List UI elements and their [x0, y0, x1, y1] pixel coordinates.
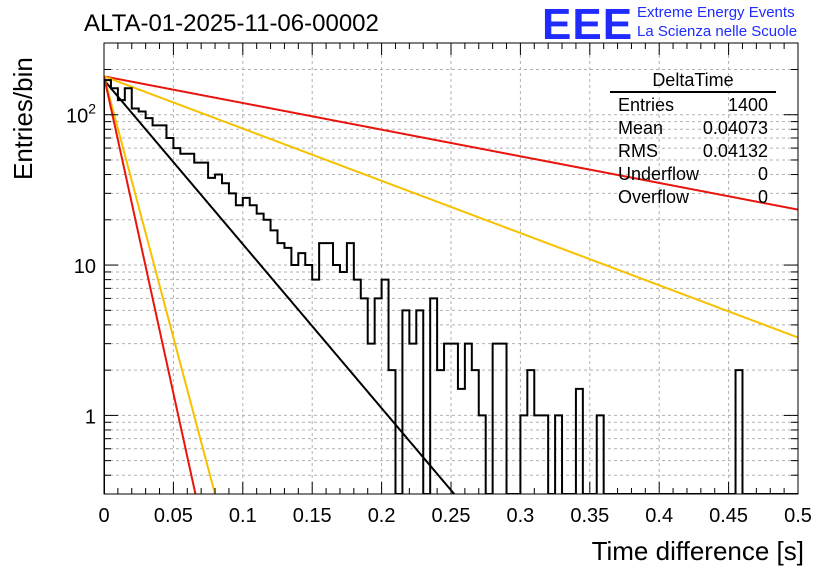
plot-title: ALTA-01-2025-11-06-00002 — [84, 10, 379, 37]
stats-label: RMS — [618, 141, 658, 161]
x-tick-label: 0.3 — [506, 505, 534, 527]
stats-row: Mean 0.04073 — [610, 117, 776, 140]
y-tick-label: 102 — [66, 101, 96, 128]
fit-black-curve — [104, 79, 456, 494]
x-axis-label: Time difference [s] — [591, 536, 804, 566]
stats-row: Entries 1400 — [610, 94, 776, 117]
fit-orange-slow-curve — [104, 75, 798, 339]
x-tick-label: 0.25 — [432, 505, 471, 527]
y-axis-label: Entries/bin — [8, 57, 38, 180]
stats-row: RMS 0.04132 — [610, 140, 776, 163]
stats-label: Entries — [618, 95, 675, 115]
stats-label: Mean — [618, 118, 664, 138]
stats-row: Overflow 0 — [610, 186, 776, 209]
stats-label: Overflow — [618, 187, 690, 207]
stats-name: DeltaTime — [610, 70, 776, 93]
x-tick-label: 0.5 — [784, 505, 812, 527]
eee-logo: EEE — [542, 0, 634, 49]
stats-label: Underflow — [618, 164, 700, 184]
org-line-2: La Scienza nelle Scuole — [637, 23, 798, 40]
stats-box: DeltaTime Entries 1400 Mean 0.04073 RMS 0.0… — [610, 70, 776, 209]
stats-value: 1400 — [727, 95, 768, 115]
stats-row: Underflow 0 — [610, 163, 776, 186]
x-tick-label: 0.4 — [645, 505, 673, 527]
fit-red-fast-curve — [104, 76, 197, 494]
org-line-1: Extreme Energy Events — [637, 4, 795, 21]
x-tick-label: 0.35 — [570, 505, 609, 527]
stats-value: 0 — [757, 164, 768, 184]
y-tick-label: 10 — [74, 256, 96, 278]
fit-red-slow-curve — [104, 75, 798, 211]
stats-value: 0.04073 — [702, 118, 768, 138]
fit-orange-fast-curve — [104, 76, 217, 494]
x-tick-label: 0.2 — [368, 505, 396, 527]
x-tick-label: 0.15 — [293, 505, 332, 527]
x-tick-label: 0.1 — [229, 505, 257, 527]
x-tick-label: 0 — [98, 505, 109, 527]
y-tick-label: 1 — [85, 406, 96, 428]
x-tick-label: 0.45 — [709, 505, 748, 527]
stats-value: 0 — [757, 187, 768, 207]
histogram-bins — [104, 79, 798, 494]
stats-value: 0.04132 — [702, 141, 768, 161]
org-name: Extreme Energy Events La Scienza nelle S… — [637, 3, 797, 41]
x-tick-label: 0.05 — [154, 505, 193, 527]
